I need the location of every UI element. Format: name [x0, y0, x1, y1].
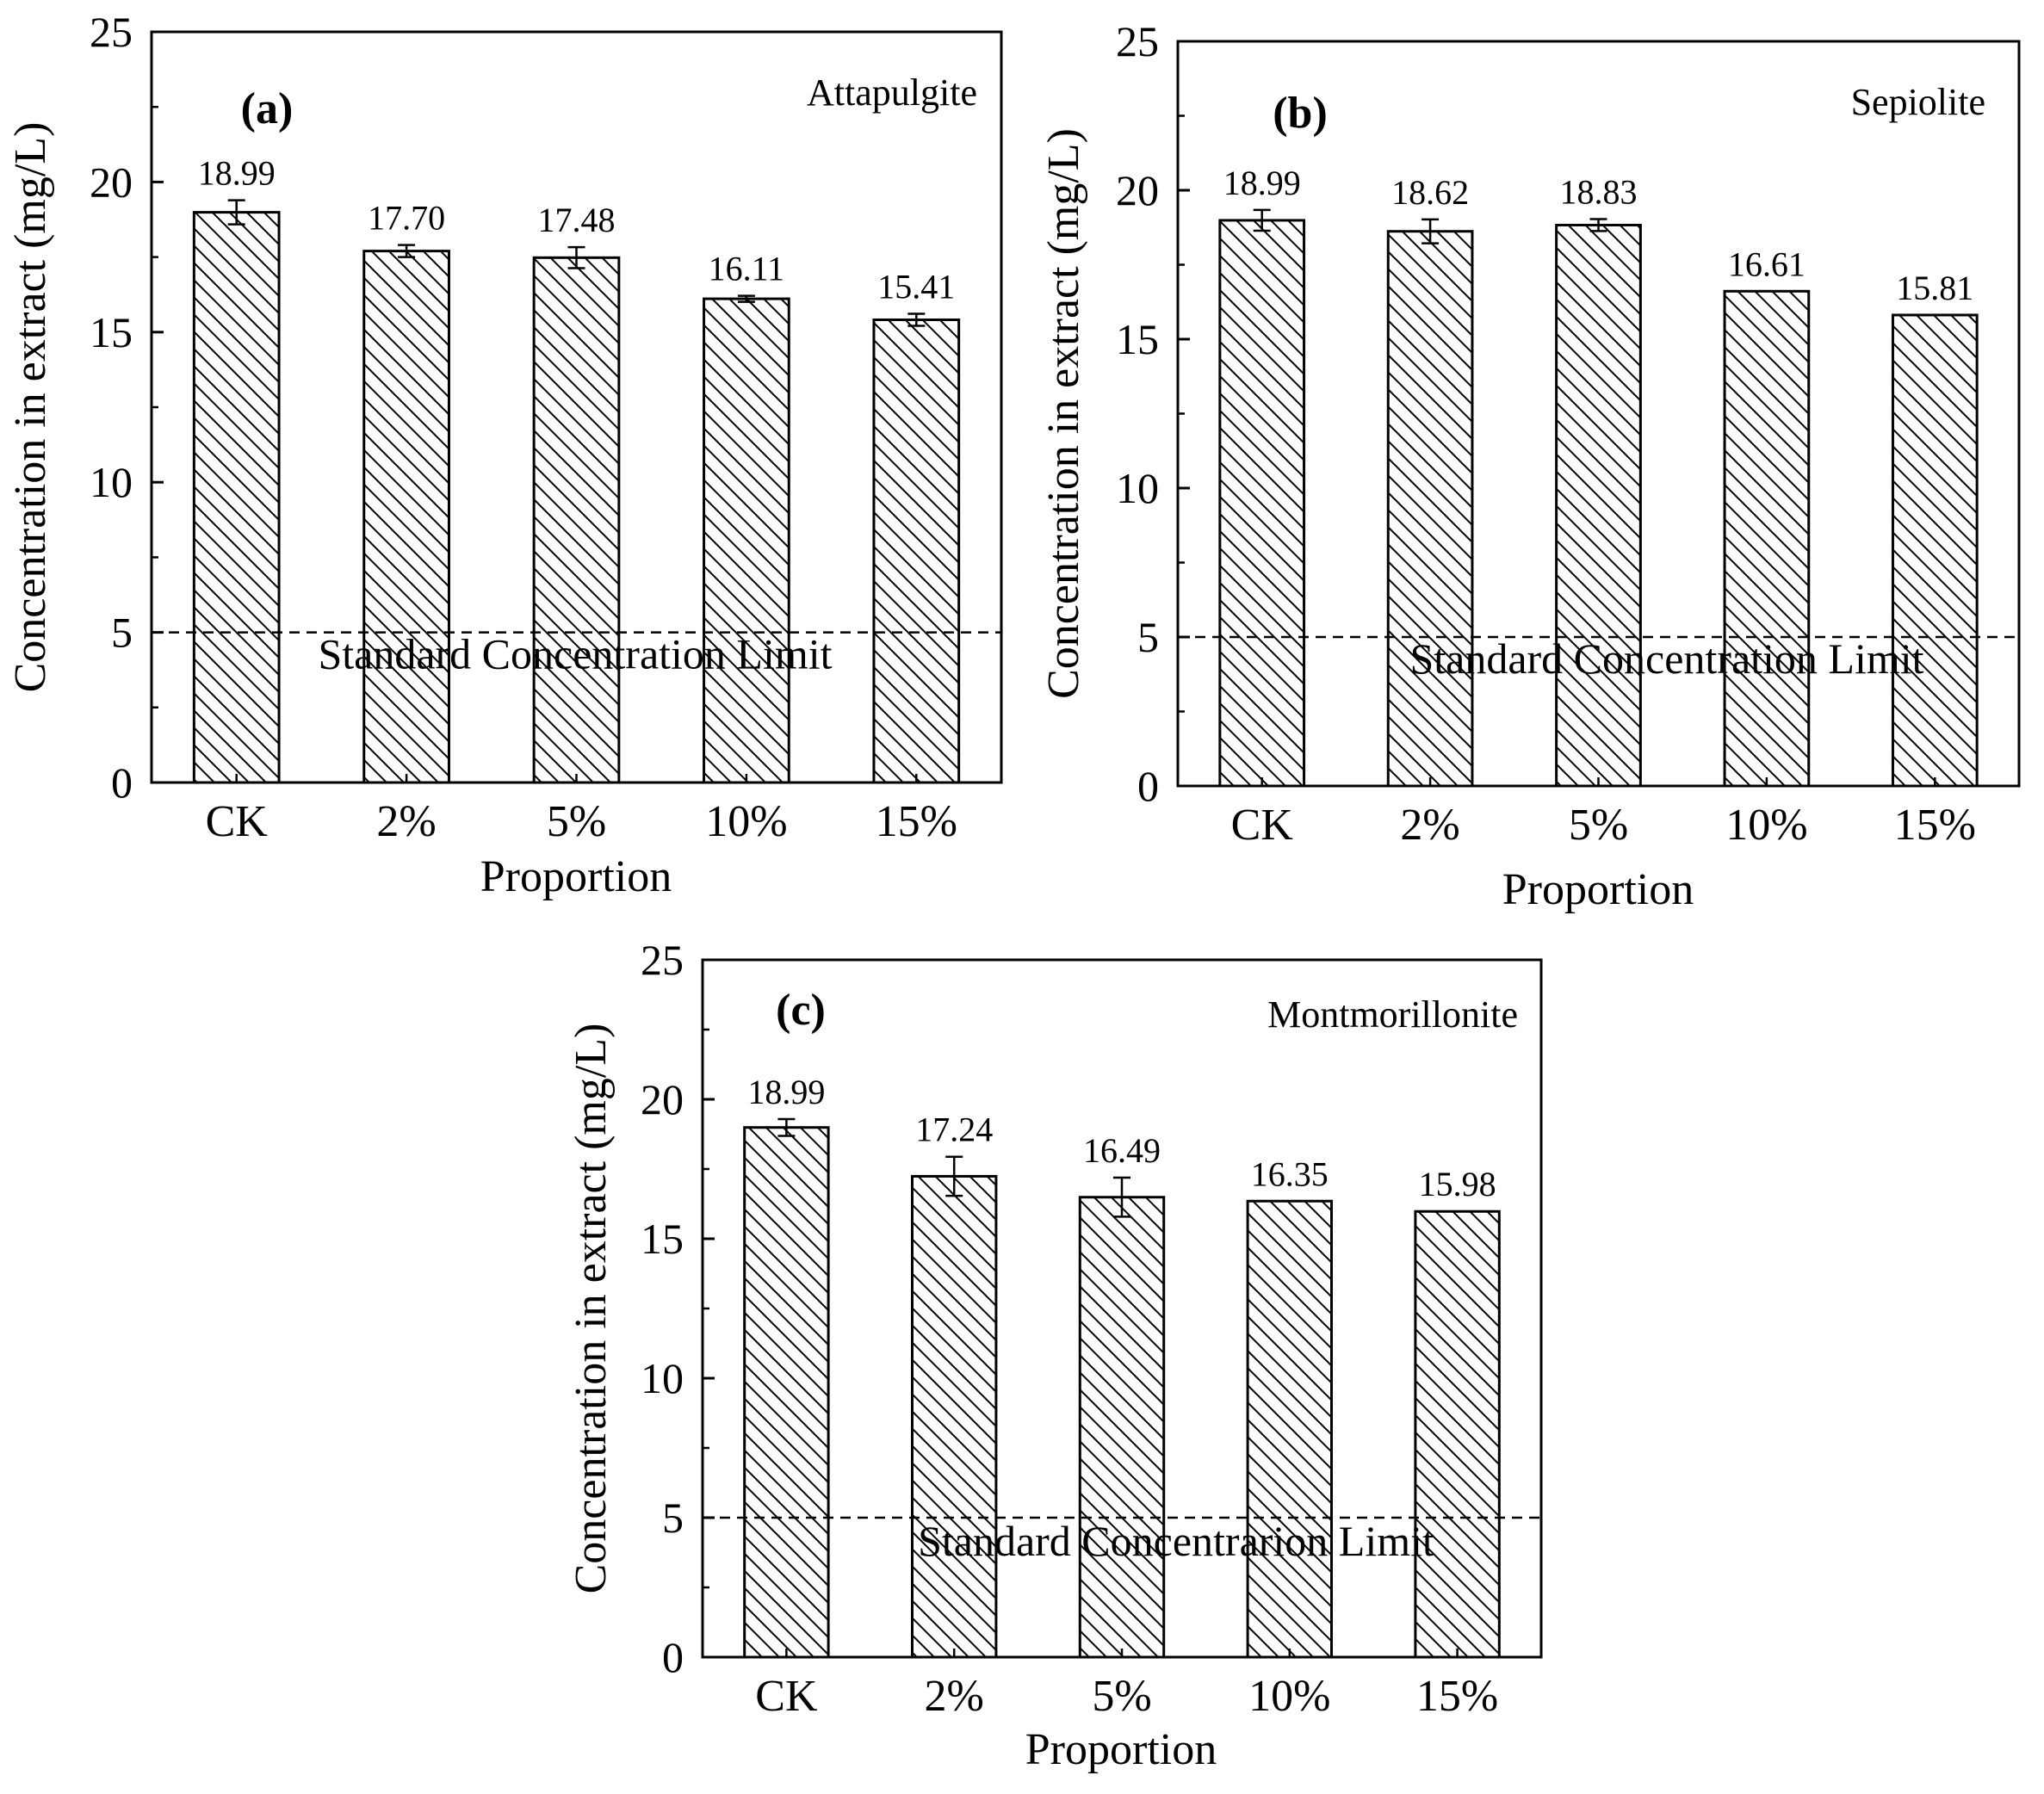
- panel-label: (c): [776, 986, 826, 1035]
- x-tick-label: CK: [755, 1672, 818, 1721]
- bar: [872, 318, 961, 784]
- bar: [1723, 289, 1811, 788]
- y-axis-title: Concentration in extract (mg/L): [567, 1024, 616, 1594]
- y-tick-label: 20: [641, 1075, 684, 1123]
- x-axis-title: Proportion: [480, 852, 672, 901]
- x-tick-label: 2%: [925, 1672, 984, 1721]
- bar: [1386, 230, 1474, 788]
- y-tick-label: 10: [641, 1354, 684, 1402]
- bar: [743, 1126, 830, 1659]
- bar: [1414, 1209, 1501, 1659]
- panel-label: (a): [241, 84, 294, 133]
- y-axis-title: Concentration in extract (mg/L): [6, 122, 55, 693]
- standard-limit-label: Standard Concentration Limit: [1409, 634, 1923, 683]
- bar-value-label: 15.81: [1896, 269, 1973, 307]
- y-tick-label: 0: [1137, 762, 1159, 810]
- y-tick-label: 25: [1116, 17, 1159, 65]
- bar: [703, 297, 790, 784]
- bar-value-label: 15.41: [877, 268, 955, 306]
- material-label: Sepiolite: [1851, 81, 1985, 123]
- y-tick-label: 20: [90, 158, 133, 206]
- y-tick-label: 0: [662, 1633, 684, 1681]
- bar: [1246, 1199, 1333, 1659]
- bar-value-label: 17.70: [368, 199, 445, 238]
- x-axis-title: Proportion: [1502, 865, 1694, 914]
- bar: [1891, 313, 1979, 788]
- y-tick-label: 25: [641, 936, 684, 984]
- x-axis-title: Proportion: [1025, 1725, 1217, 1774]
- x-tick-label: 15%: [1894, 801, 1976, 850]
- standard-limit-label: Standard Concentrarion Limit: [918, 1517, 1434, 1565]
- x-tick-label: 5%: [1569, 801, 1628, 850]
- material-label: Attapulgite: [807, 71, 977, 114]
- y-tick-label: 0: [111, 758, 133, 807]
- bar-value-label: 18.99: [1223, 164, 1301, 202]
- bar: [532, 256, 621, 784]
- x-tick-label: 2%: [1400, 801, 1459, 850]
- y-tick-label: 20: [1116, 166, 1159, 214]
- bar: [1555, 223, 1642, 788]
- panel-a-attapulgite: 0 5 10 15 20 25 18.99 CK 17.70 2% 17.48 5% 16.11 10% 1…: [6, 8, 1003, 901]
- y-tick-label: 25: [90, 8, 133, 56]
- y-axis-title: Concentration in extract (mg/L): [1039, 128, 1088, 699]
- y-tick-label: 5: [662, 1494, 684, 1542]
- panel-c-montmorillonite: 0 5 10 15 20 25 18.99 CK 17.24 2% 16.49 5% 16.35 10% 1…: [567, 936, 1543, 1774]
- bar-value-label: 16.11: [709, 250, 785, 288]
- bar-value-label: 17.48: [538, 201, 616, 239]
- y-tick-label: 10: [90, 458, 133, 506]
- bar-value-label: 16.49: [1083, 1131, 1161, 1170]
- bar-value-label: 18.99: [747, 1073, 825, 1111]
- x-tick-label: 10%: [1248, 1672, 1330, 1721]
- bar-value-label: 16.35: [1251, 1154, 1329, 1193]
- x-tick-label: 15%: [1416, 1672, 1498, 1721]
- x-tick-label: 10%: [1725, 801, 1807, 850]
- bar-value-label: 15.98: [1419, 1165, 1496, 1203]
- y-tick-label: 5: [111, 609, 133, 657]
- y-tick-label: 5: [1137, 613, 1159, 661]
- bar-value-label: 18.83: [1560, 173, 1638, 212]
- x-tick-label: 2%: [376, 797, 436, 846]
- panel-b-sepiolite: 0 5 10 15 20 25 18.99 CK 18.62 2% 18.83 5% 16.61 10% 1…: [1039, 17, 2021, 914]
- x-tick-label: 15%: [876, 797, 957, 846]
- bar-value-label: 17.24: [915, 1110, 993, 1149]
- y-tick-label: 15: [641, 1215, 684, 1263]
- x-tick-label: 5%: [1092, 1672, 1151, 1721]
- standard-limit-label: Standard Concentration Limit: [318, 630, 832, 678]
- bar: [1218, 219, 1306, 788]
- y-tick-label: 15: [90, 308, 133, 356]
- x-tick-label: 10%: [705, 797, 787, 846]
- y-tick-label: 15: [1116, 315, 1159, 363]
- y-tick-label: 10: [1116, 464, 1159, 512]
- x-tick-label: CK: [206, 797, 269, 846]
- bar: [192, 211, 281, 784]
- bar-value-label: 16.61: [1728, 244, 1806, 283]
- bar: [911, 1174, 998, 1659]
- bar: [362, 250, 450, 784]
- bar-value-label: 18.99: [198, 154, 276, 193]
- bar: [1078, 1196, 1166, 1659]
- material-label: Montmorillonite: [1267, 993, 1518, 1036]
- x-tick-label: 5%: [547, 797, 606, 846]
- bar-value-label: 18.62: [1391, 173, 1469, 212]
- panel-label: (b): [1273, 89, 1328, 138]
- x-tick-label: CK: [1231, 801, 1294, 850]
